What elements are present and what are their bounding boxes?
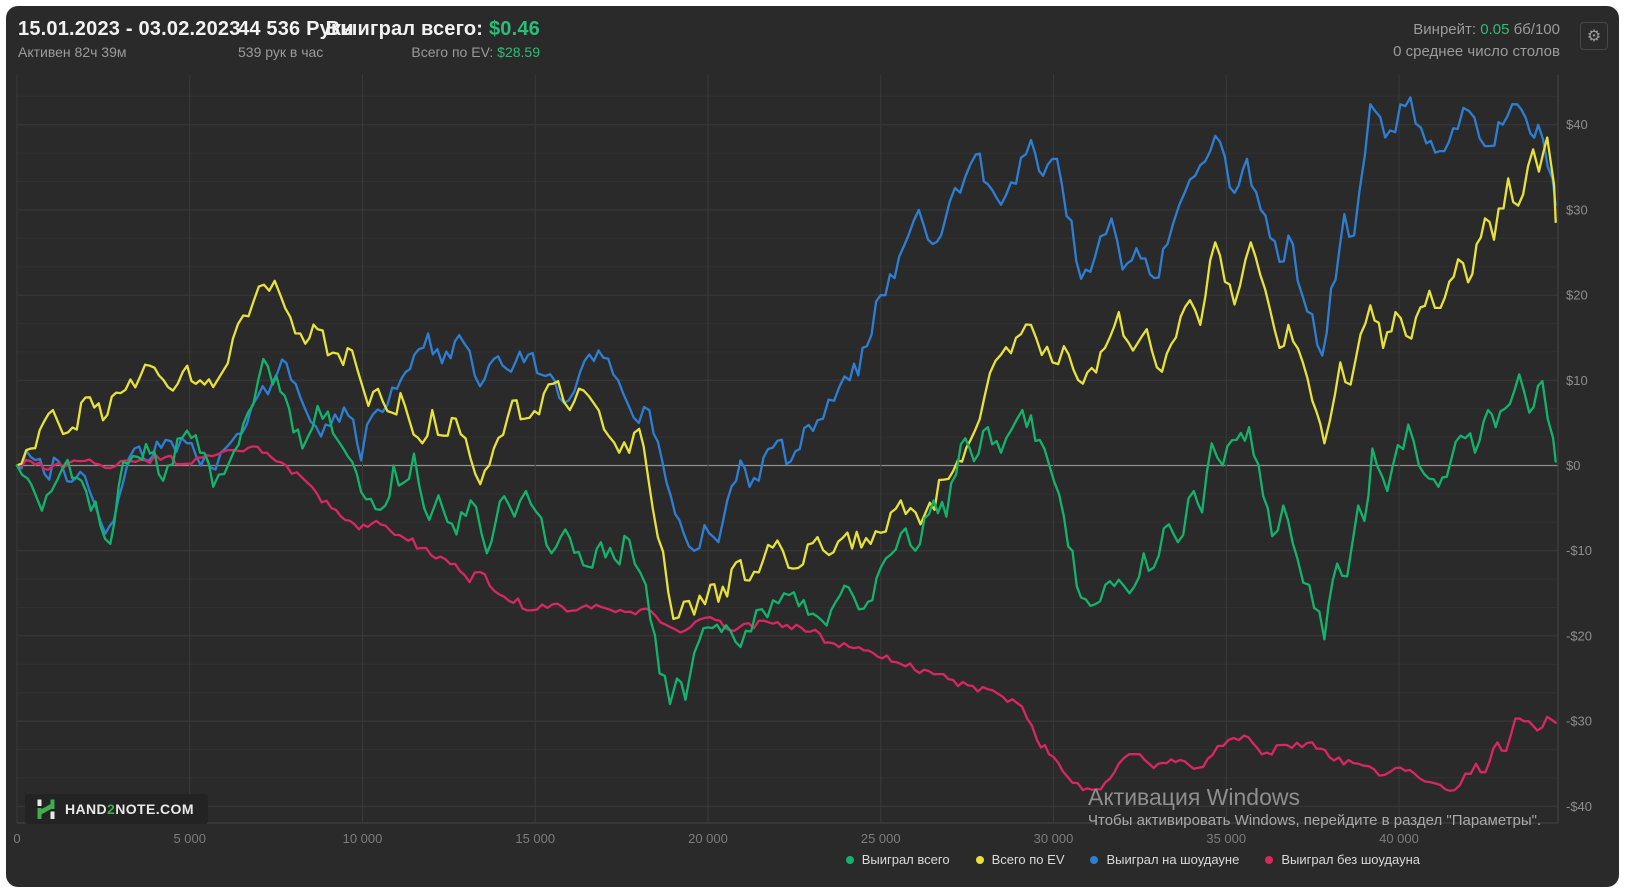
legend-dot-green bbox=[845, 855, 854, 864]
hand2note-logo: HAND2NOTE.COM bbox=[25, 794, 208, 824]
chart-legend: Выиграл всего Всего по EV Выиграл на шоу… bbox=[845, 852, 1420, 867]
won-total-line: Выиграл всего: $0.46 bbox=[326, 18, 540, 41]
svg-text:35 000: 35 000 bbox=[1206, 831, 1246, 846]
svg-text:30 000: 30 000 bbox=[1034, 831, 1074, 846]
svg-text:-$40: -$40 bbox=[1566, 799, 1592, 814]
date-range: 15.01.2023 - 03.02.2023 bbox=[18, 18, 241, 40]
winnings-chart: 0 5 000 10 000 15 000 20 000 25 000 30 000 35 0… bbox=[13, 75, 1592, 846]
avg-tables: 0 среднее число столов bbox=[1393, 42, 1560, 60]
windows-activation-watermark-title: Активация Windows bbox=[1088, 784, 1300, 810]
settings-button[interactable]: ⚙ bbox=[1580, 22, 1608, 50]
winrate-block: Винрейт: 0.05 бб/100 0 среднее число сто… bbox=[1393, 19, 1560, 63]
winrate-line: Винрейт: 0.05 бб/100 bbox=[1393, 19, 1560, 41]
legend-dot-yellow bbox=[975, 855, 984, 864]
active-time: Активен 82ч 39м bbox=[18, 44, 127, 60]
svg-text:$40: $40 bbox=[1566, 117, 1588, 132]
won-total-value: $0.46 bbox=[488, 18, 540, 40]
ev-total-label: Всего по EV: bbox=[411, 44, 494, 60]
winrate-units: бб/100 bbox=[1513, 21, 1560, 38]
ev-total-line: Всего по EV: $28.59 bbox=[326, 44, 540, 60]
svg-text:-$30: -$30 bbox=[1566, 714, 1592, 729]
svg-text:$10: $10 bbox=[1566, 373, 1588, 388]
svg-text:10 000: 10 000 bbox=[343, 831, 383, 846]
hands-per-hour: 539 рук в час bbox=[238, 44, 324, 60]
svg-text:-$20: -$20 bbox=[1566, 628, 1592, 643]
hand2note-logo-text: HAND2NOTE.COM bbox=[65, 801, 194, 817]
svg-text:25 000: 25 000 bbox=[861, 831, 901, 846]
svg-text:40 000: 40 000 bbox=[1379, 831, 1419, 846]
legend-item-non-showdown[interactable]: Выиграл без шоудауна bbox=[1265, 852, 1420, 867]
winrate-label: Винрейт: bbox=[1413, 21, 1477, 38]
svg-text:$20: $20 bbox=[1566, 288, 1588, 303]
legend-dot-blue bbox=[1090, 855, 1099, 864]
date-range-block: 15.01.2023 - 03.02.2023 Активен 82ч 39м bbox=[18, 18, 241, 60]
legend-item-showdown[interactable]: Выиграл на шоудауне bbox=[1090, 852, 1239, 867]
won-total-label: Выиграл всего: bbox=[325, 18, 484, 40]
legend-item-won-total[interactable]: Выиграл всего bbox=[845, 852, 950, 867]
result-block: Выиграл всего: $0.46 Всего по EV: $28.59 bbox=[326, 18, 540, 60]
winrate-value: 0.05 bbox=[1480, 21, 1510, 38]
legend-item-ev-total[interactable]: Всего по EV bbox=[975, 852, 1064, 867]
svg-text:20 000: 20 000 bbox=[688, 831, 728, 846]
hands-block: 44 536 Руки 539 рук в час bbox=[238, 18, 354, 60]
hands-total: 44 536 Руки bbox=[238, 18, 354, 40]
svg-text:-$10: -$10 bbox=[1566, 543, 1592, 558]
windows-activation-watermark-subtitle: Чтобы активировать Windows, перейдите в … bbox=[1088, 812, 1542, 829]
svg-text:15 000: 15 000 bbox=[515, 831, 555, 846]
ev-total-value: $28.59 bbox=[497, 44, 540, 60]
svg-text:0: 0 bbox=[13, 831, 20, 846]
svg-text:5 000: 5 000 bbox=[173, 831, 206, 846]
gear-icon: ⚙ bbox=[1586, 26, 1602, 45]
legend-dot-pink bbox=[1265, 855, 1274, 864]
svg-text:$0: $0 bbox=[1566, 458, 1580, 473]
app-window: 0 5 000 10 000 15 000 20 000 25 000 30 000 35 0… bbox=[6, 6, 1619, 887]
svg-text:$30: $30 bbox=[1566, 202, 1588, 217]
hand2note-logo-icon bbox=[37, 799, 55, 819]
